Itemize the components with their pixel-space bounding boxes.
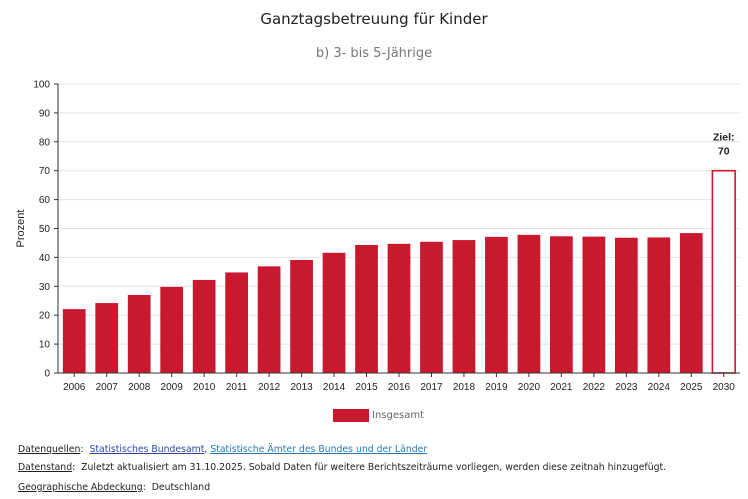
chart-subtitle: b) 3- bis 5-Jährige bbox=[315, 46, 433, 61]
x-tick-label-2008: 2008 bbox=[128, 382, 151, 393]
datenstand-text: Zuletzt aktualisiert am 31.10.2025. Soba… bbox=[81, 462, 667, 473]
x-tick-label-2018: 2018 bbox=[453, 382, 476, 393]
geo-label: Geographische Abdeckung bbox=[18, 482, 143, 493]
datenstand-label: Datenstand bbox=[18, 462, 73, 473]
bar-2014[interactable] bbox=[322, 252, 346, 373]
y-tick-label-10: 10 bbox=[39, 340, 51, 351]
bar-2025[interactable] bbox=[679, 233, 703, 373]
y-tick-label-0: 0 bbox=[44, 369, 50, 380]
x-tick-label-2019: 2019 bbox=[485, 382, 508, 393]
y-tick-label-100: 100 bbox=[33, 80, 50, 91]
y-tick-label-40: 40 bbox=[39, 253, 51, 264]
bar-2021[interactable] bbox=[550, 236, 573, 373]
y-tick-label-30: 30 bbox=[39, 282, 51, 293]
legend[interactable]: Insgesamt bbox=[333, 409, 424, 422]
legend-label-insgesamt: Insgesamt bbox=[372, 410, 424, 421]
y-tick-label-90: 90 bbox=[39, 108, 51, 119]
source-link-destatis[interactable]: Statistisches Bundesamt bbox=[89, 444, 205, 455]
bar-2013[interactable] bbox=[290, 260, 313, 373]
y-tick-label-80: 80 bbox=[39, 137, 51, 148]
y-tick-label-50: 50 bbox=[39, 224, 51, 235]
bar-2018[interactable] bbox=[452, 240, 476, 373]
bar-2020[interactable] bbox=[517, 234, 541, 373]
bar-2022[interactable] bbox=[582, 236, 606, 373]
target-label-title: Ziel: bbox=[713, 132, 735, 144]
x-tick-label-2015: 2015 bbox=[355, 382, 378, 393]
source-separator: , bbox=[204, 444, 211, 455]
x-tick-label-2016: 2016 bbox=[388, 382, 411, 393]
y-tick-label-20: 20 bbox=[39, 311, 51, 322]
x-tick-label-2006: 2006 bbox=[63, 382, 86, 393]
bar-2010[interactable] bbox=[192, 279, 216, 373]
footer-geo: Geographische Abdeckung: Deutschland bbox=[18, 482, 211, 493]
x-tick-label-2009: 2009 bbox=[161, 382, 184, 393]
x-axis-ticks: 2006 2007 2008 2009 2010 2011 2012 2013 2014 2015… bbox=[63, 373, 735, 393]
target-bar-2030[interactable] bbox=[711, 169, 736, 374]
bar-2023[interactable] bbox=[614, 237, 638, 373]
x-tick-label-2011: 2011 bbox=[226, 382, 248, 393]
bar-2009[interactable] bbox=[160, 286, 184, 373]
bar-2015[interactable] bbox=[355, 244, 378, 373]
y-axis-ticks: 0 10 20 30 40 50 60 70 80 90 100 bbox=[33, 80, 58, 380]
y-tick-label-70: 70 bbox=[39, 166, 51, 177]
x-tick-label-2010: 2010 bbox=[193, 382, 216, 393]
x-tick-label-2024: 2024 bbox=[648, 382, 671, 393]
x-tick-label-2030: 2030 bbox=[713, 382, 736, 393]
bar-2012[interactable] bbox=[257, 266, 281, 373]
x-tick-label-2021: 2021 bbox=[550, 382, 573, 393]
target-label-value: 70 bbox=[718, 146, 730, 158]
x-tick-label-2012: 2012 bbox=[258, 382, 281, 393]
x-tick-label-2022: 2022 bbox=[583, 382, 606, 393]
legend-swatch-insgesamt bbox=[333, 409, 369, 422]
geo-text: Deutschland bbox=[151, 482, 211, 493]
source-link-statistische-aemter[interactable]: Statistische Ämter des Bundes und der Lä… bbox=[210, 444, 428, 455]
y-tick-label-60: 60 bbox=[39, 195, 51, 206]
x-tick-label-2017: 2017 bbox=[420, 382, 443, 393]
bars bbox=[62, 169, 736, 374]
bar-2024[interactable] bbox=[647, 237, 671, 373]
x-tick-label-2013: 2013 bbox=[290, 382, 313, 393]
chart-title: Ganztagsbetreuung für Kinder bbox=[260, 10, 488, 28]
bar-2007[interactable] bbox=[95, 303, 119, 373]
x-tick-label-2020: 2020 bbox=[518, 382, 541, 393]
x-tick-label-2014: 2014 bbox=[323, 382, 346, 393]
footer-sources: Datenquellen: Statistisches Bundesamt, S… bbox=[18, 444, 428, 455]
y-axis-label: Prozent bbox=[15, 210, 27, 248]
bar-2006[interactable] bbox=[62, 309, 86, 373]
bar-2016[interactable] bbox=[387, 243, 411, 373]
x-tick-label-2025: 2025 bbox=[680, 382, 703, 393]
bar-2011[interactable] bbox=[225, 272, 248, 373]
footer-datenstand: Datenstand: Zuletzt aktualisiert am 31.1… bbox=[18, 462, 667, 473]
x-tick-label-2023: 2023 bbox=[615, 382, 638, 393]
x-tick-label-2007: 2007 bbox=[96, 382, 119, 393]
bar-2017[interactable] bbox=[420, 241, 443, 373]
sources-label: Datenquellen bbox=[18, 444, 81, 455]
bar-2019[interactable] bbox=[485, 236, 508, 373]
bar-2008[interactable] bbox=[127, 294, 151, 373]
